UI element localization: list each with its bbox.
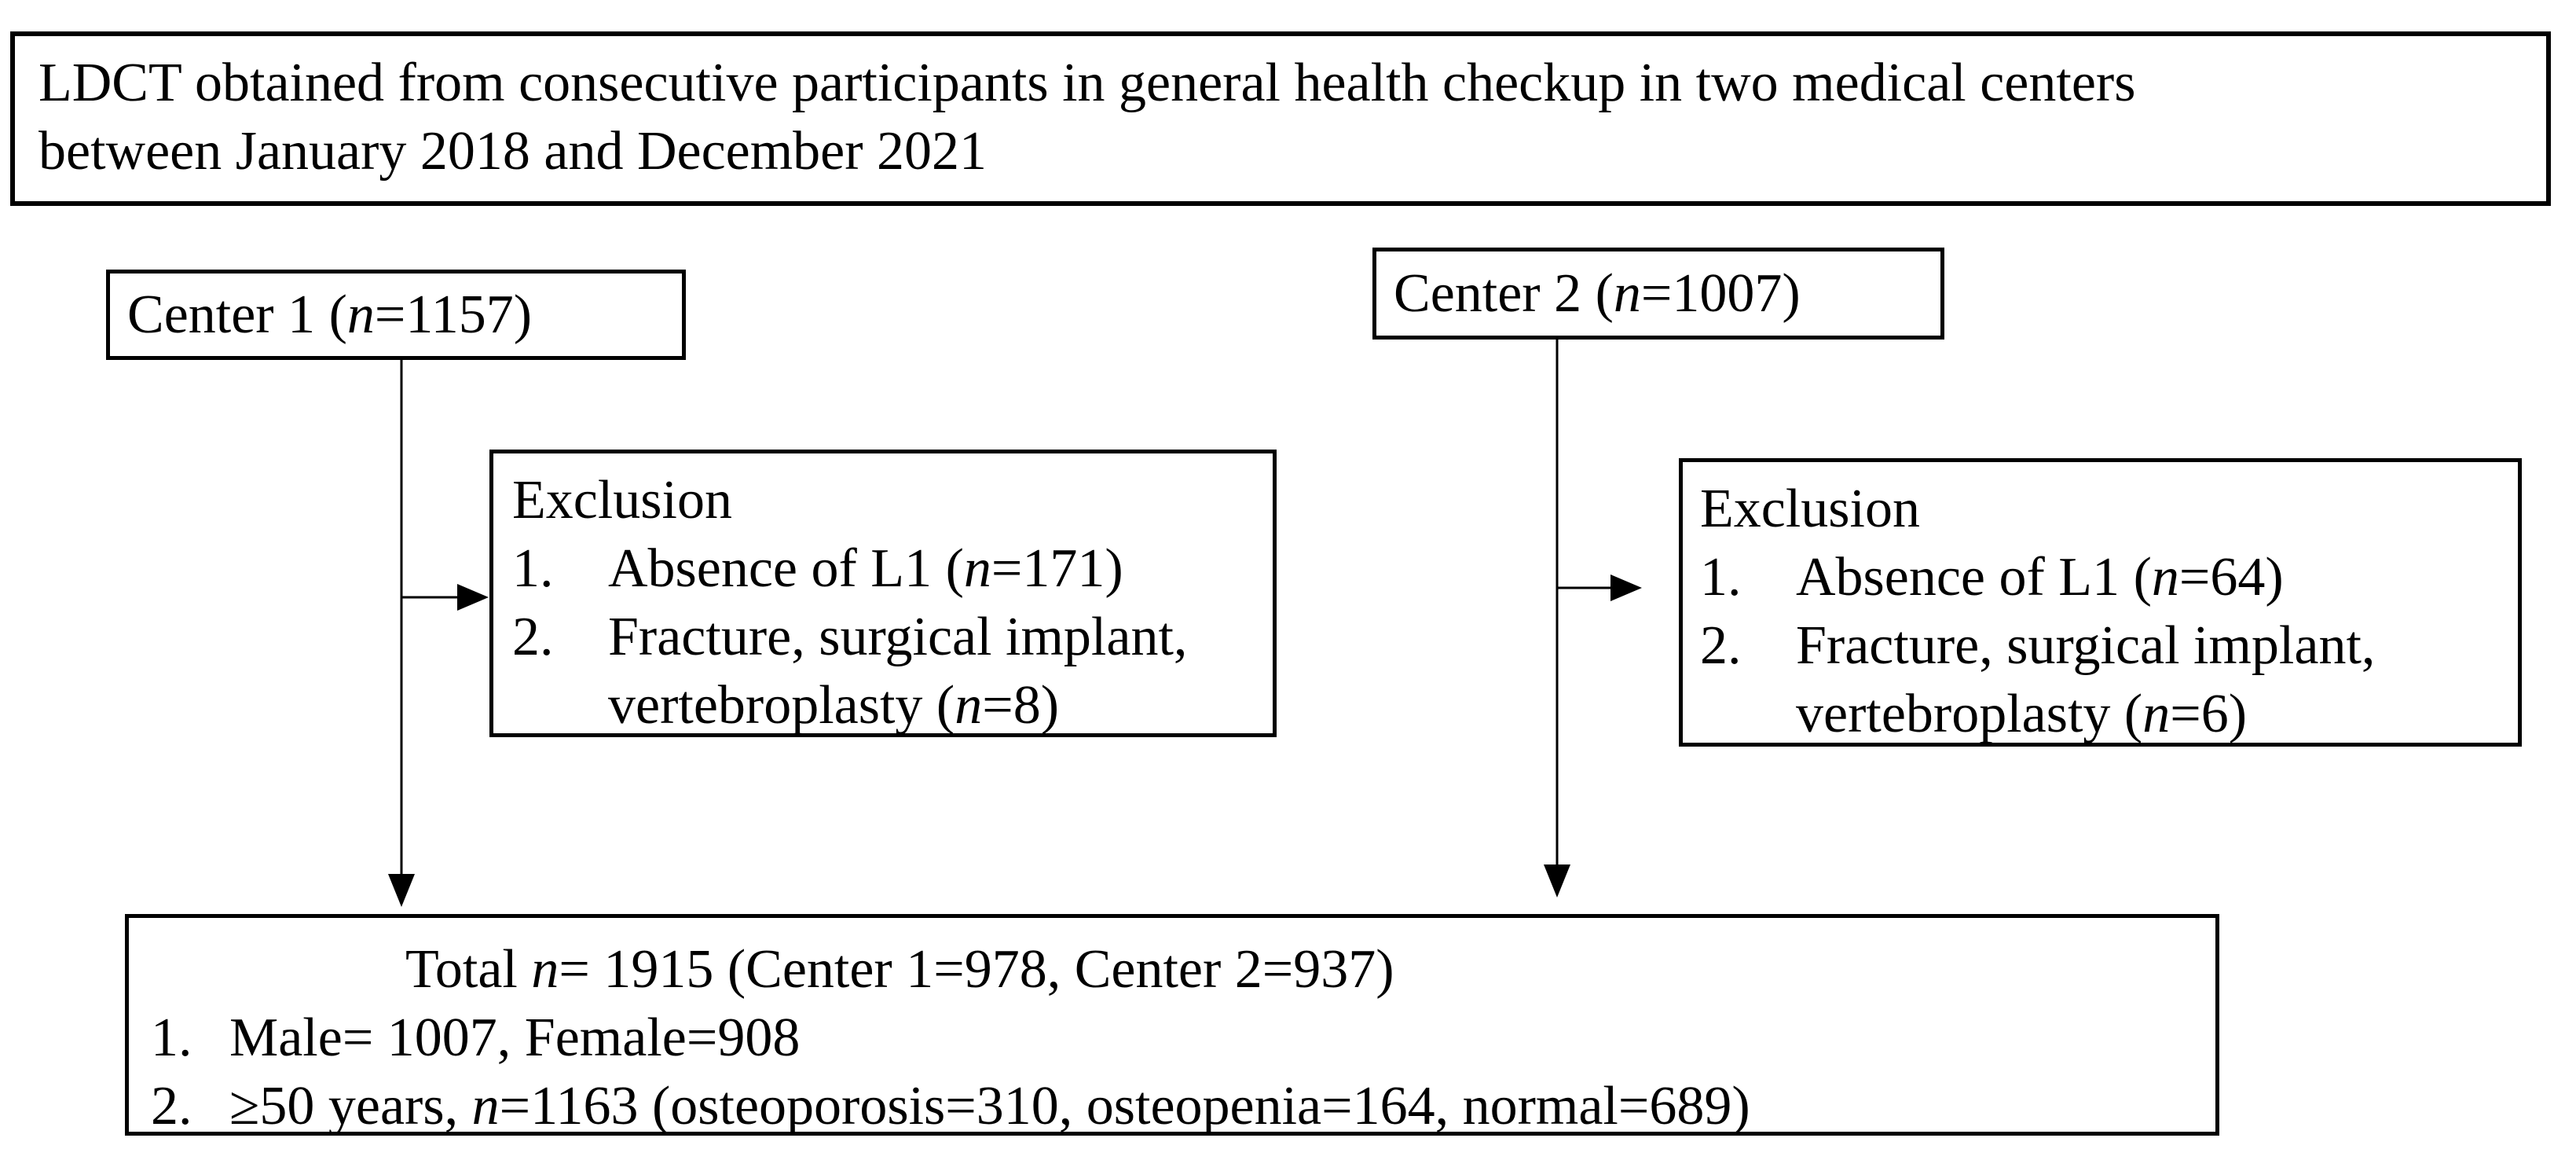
italic-n: n [531,939,559,1000]
center2-down-arrow [1544,340,1570,898]
total-item: 1. Male= 1007, Female=908 [151,1004,2200,1072]
text-segment: Center 1 ( [127,284,347,345]
list-number: 2. [151,1076,192,1136]
text-segment: Center 2 ( [1394,263,1614,324]
center2-box: Center 2 (n=1007) [1372,248,1944,340]
exclusion2-box: Exclusion 1. Absence of L1 (n=64) 2. Fra… [1679,458,2522,747]
text-segment: Fracture, surgical implant, vertebroplas… [1796,615,2376,744]
source-line-1: LDCT obtained from consecutive participa… [38,53,2136,113]
arrowhead-down-icon [1544,864,1570,898]
text-segment: =6) [2170,684,2248,744]
italic-n: n [346,284,375,345]
list-text: Male= 1007, Female=908 [229,1004,2200,1072]
center1-label: Center 1 (n=1157) [127,281,532,349]
arrowhead-right-icon [1610,574,1642,601]
text-segment: =1163 (osteoporosis=310, osteopenia=164,… [499,1076,1750,1136]
text-segment: =8) [982,675,1060,736]
italic-n: n [2151,547,2179,608]
source-box: LDCT obtained from consecutive participa… [10,31,2551,206]
center1-down-arrow [388,360,415,907]
list-text: ≥50 years, n=1163 (osteoporosis=310, ost… [229,1072,2200,1140]
total-headline: Total n= 1915 (Center 1=978, Center 2=93… [405,935,2200,1004]
center1-box: Center 1 (n=1157) [106,270,686,360]
arrowhead-right-icon [457,584,489,611]
source-line-2: between January 2018 and December 2021 [38,121,988,182]
italic-n: n [2142,684,2171,744]
italic-n: n [963,538,991,599]
exclusion2-item: 2. Fracture, surgical implant, vertebrop… [1700,611,2505,748]
text-segment: Total [405,939,532,1000]
italic-n: n [1613,263,1641,324]
arrowhead-down-icon [388,874,415,907]
list-number: 1. [151,1008,192,1068]
exclusion1-box: Exclusion 1. Absence of L1 (n=171) 2. Fr… [489,450,1277,737]
text-segment: =1157) [374,284,533,345]
list-number: 2. [512,607,554,667]
list-text: Fracture, surgical implant, vertebroplas… [1796,611,2505,748]
text-segment: =171) [991,538,1123,599]
italic-n: n [471,1076,500,1136]
italic-n: n [955,675,983,736]
text-segment: Absence of L1 ( [608,538,964,599]
text-segment: =64) [2178,547,2284,608]
exclusion2-item: 1. Absence of L1 (n=64) [1700,543,2505,611]
exclusion1-title: Exclusion [512,470,732,530]
text-segment: Absence of L1 ( [1796,547,2152,608]
text-segment: ≥50 years, [229,1076,472,1136]
exclusion2-title: Exclusion [1700,479,1920,539]
list-text: Absence of L1 (n=171) [608,534,1260,603]
list-number: 2. [1700,615,1742,676]
list-text: Absence of L1 (n=64) [1796,543,2505,611]
list-text: Fracture, surgical implant, vertebroplas… [608,603,1260,740]
text-segment: = 1915 (Center 1=978, Center 2=937) [559,939,1394,1000]
list-number: 1. [1700,547,1742,608]
center1-branch-arrow [401,584,489,611]
exclusion1-item: 1. Absence of L1 (n=171) [512,534,1260,603]
text-segment: Male= 1007, Female=908 [229,1008,801,1068]
list-number: 1. [512,538,554,599]
total-item: 2. ≥50 years, n=1163 (osteoporosis=310, … [151,1072,2200,1140]
center2-label: Center 2 (n=1007) [1394,259,1801,328]
center2-branch-arrow [1557,574,1642,601]
text-segment: =1007) [1640,263,1801,324]
total-box: Total n= 1915 (Center 1=978, Center 2=93… [125,914,2219,1136]
exclusion1-item: 2. Fracture, surgical implant, vertebrop… [512,603,1260,740]
text-segment: Fracture, surgical implant, vertebroplas… [608,607,1188,736]
